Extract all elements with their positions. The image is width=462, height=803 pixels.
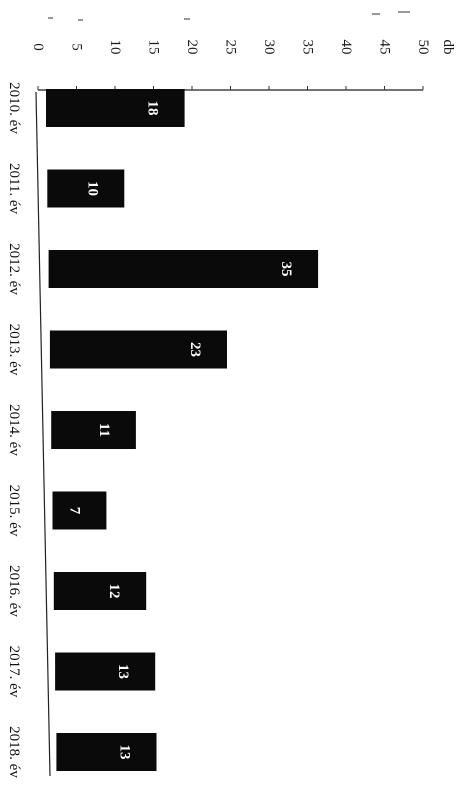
category-label: 2012. év xyxy=(6,243,22,295)
value-tick-label: 0 xyxy=(30,43,46,51)
bar-value-label: 23 xyxy=(187,342,203,357)
value-tick-label: 10 xyxy=(107,40,123,55)
value-axis: 0 5 10 15 20 25 30 35 40 45 50 db xyxy=(30,40,456,91)
bar xyxy=(51,411,136,449)
category-axis: 2010. év 2011. év 2012. év 2013. év 2014. év… xyxy=(6,82,51,778)
bar xyxy=(55,652,156,691)
category-label: 2013. év xyxy=(6,324,22,376)
value-tick-label: 30 xyxy=(261,40,277,55)
value-tick-label: 25 xyxy=(223,40,239,55)
category-label: 2017. év xyxy=(6,646,22,698)
value-tick-label: 45 xyxy=(377,40,393,55)
bar-value-label: 18 xyxy=(145,101,161,116)
bar-value-label: 10 xyxy=(84,181,100,196)
value-tick-label: 15 xyxy=(146,40,162,55)
bar xyxy=(49,330,228,369)
value-tick-label: 35 xyxy=(300,40,316,55)
value-tick-label: 5 xyxy=(69,43,85,51)
value-tick-label: 20 xyxy=(184,40,200,55)
category-label: 2016. év xyxy=(6,565,22,617)
bar-value-label: 13 xyxy=(117,745,133,760)
bar xyxy=(47,169,125,208)
value-axis-unit: db xyxy=(440,40,456,55)
bar xyxy=(46,89,185,127)
bar xyxy=(56,733,157,771)
category-label: 2015. év xyxy=(6,485,22,537)
bar xyxy=(48,250,319,288)
bar xyxy=(52,491,107,530)
category-axis-line xyxy=(35,91,51,777)
bar-value-label: 12 xyxy=(106,584,122,599)
bars: 18 10 35 23 11 7 12 13 13 xyxy=(46,89,319,771)
value-tick-label: 50 xyxy=(415,40,431,55)
value-tick-label: 40 xyxy=(338,40,354,55)
category-label: 2010. év xyxy=(6,82,22,134)
category-label: 2018. év xyxy=(6,726,22,778)
bar-value-label: 7 xyxy=(66,507,82,515)
bar-value-label: 35 xyxy=(278,262,294,277)
category-label: 2011. év xyxy=(6,163,22,215)
scan-specks xyxy=(48,11,410,21)
bar-value-label: 11 xyxy=(96,423,112,437)
category-label: 2014. év xyxy=(6,404,22,456)
bar xyxy=(53,572,147,610)
bar-value-label: 13 xyxy=(115,664,131,679)
